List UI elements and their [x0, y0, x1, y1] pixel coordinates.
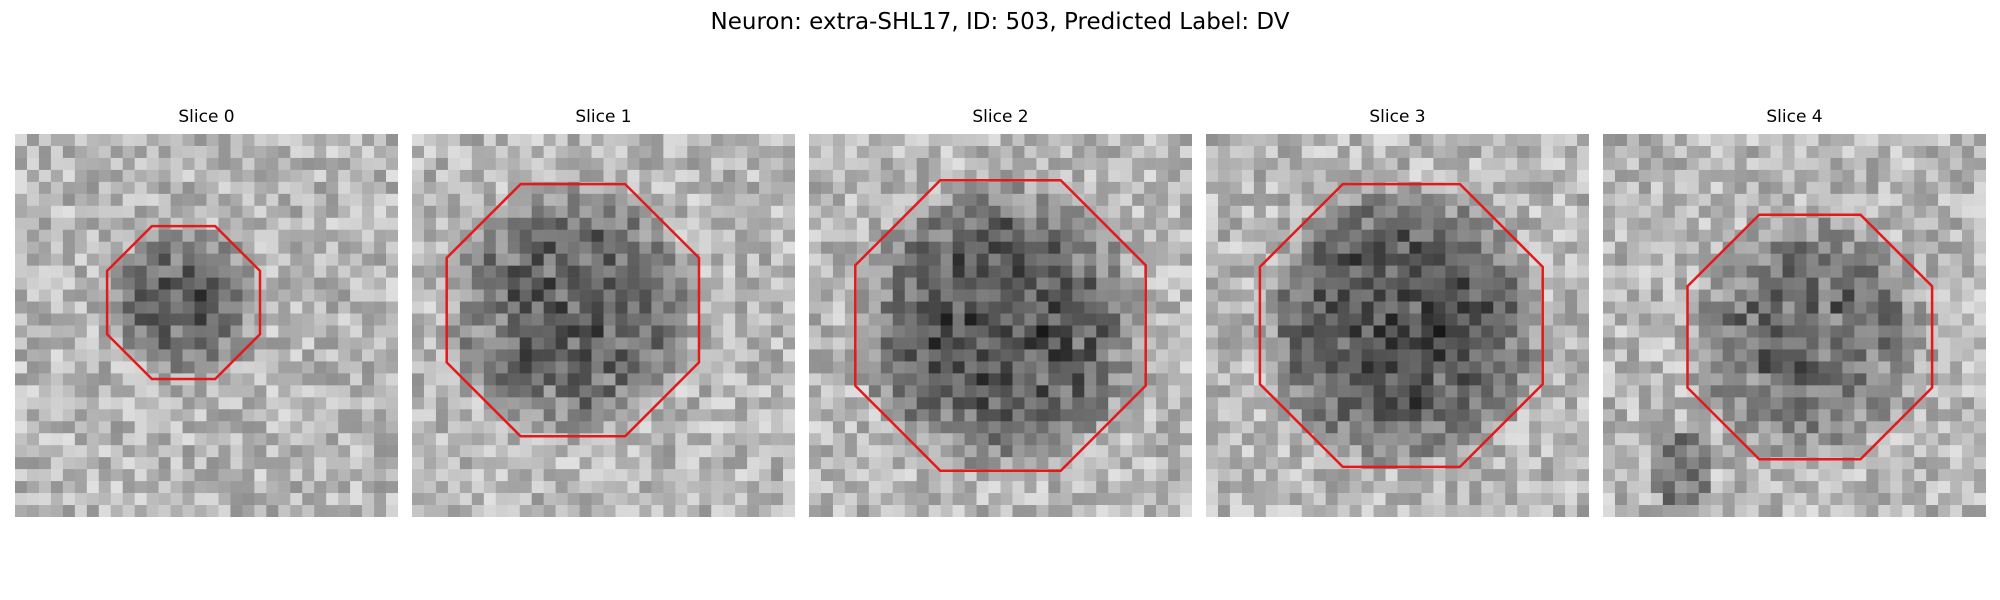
slice-image-0 — [15, 134, 398, 517]
roi-outline — [445, 182, 701, 438]
roi-outline — [854, 179, 1147, 472]
slice-panel-1: Slice 1 — [412, 106, 795, 517]
slice-image-4 — [1603, 134, 1986, 517]
slice-title-4: Slice 4 — [1766, 107, 1823, 127]
slice-pixels — [809, 134, 1192, 517]
slice-pixels — [1603, 134, 1986, 517]
slice-title-1: Slice 1 — [575, 107, 632, 127]
roi-outline — [1686, 213, 1934, 461]
slice-pixels — [1206, 134, 1589, 517]
slice-title-2: Slice 2 — [972, 107, 1029, 127]
slice-panel-4: Slice 4 — [1603, 106, 1986, 517]
slice-title-3: Slice 3 — [1369, 107, 1426, 127]
slice-panel-3: Slice 3 — [1206, 106, 1589, 517]
roi-outline — [105, 224, 262, 381]
slice-pixels — [412, 134, 795, 517]
slice-image-3 — [1206, 134, 1589, 517]
slice-image-2 — [809, 134, 1192, 517]
slice-title-0: Slice 0 — [178, 107, 235, 127]
slice-panel-0: Slice 0 — [15, 106, 398, 517]
slice-image-1 — [412, 134, 795, 517]
figure-title: Neuron: extra-SHL17, ID: 503, Predicted … — [710, 9, 1290, 35]
slice-pixels — [15, 134, 398, 517]
slice-panel-2: Slice 2 — [809, 106, 1192, 517]
roi-outline — [1258, 182, 1544, 469]
